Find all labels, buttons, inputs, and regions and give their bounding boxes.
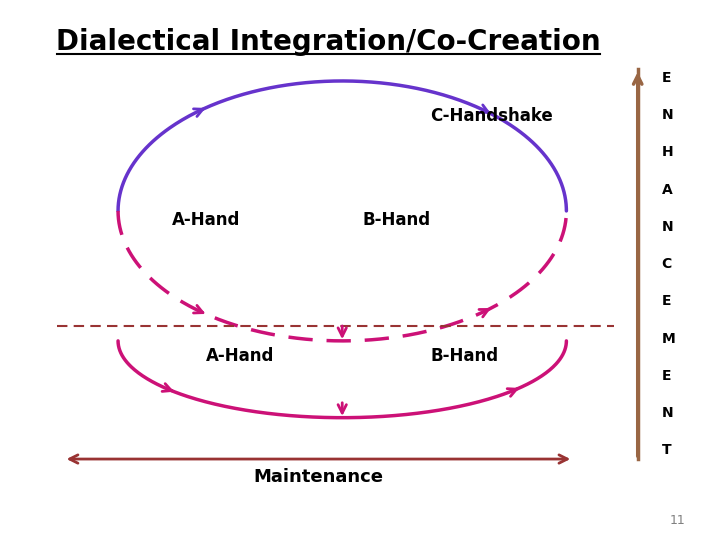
Text: B-Hand: B-Hand <box>431 347 498 364</box>
Text: T: T <box>662 443 671 457</box>
Text: E: E <box>662 71 671 85</box>
Text: E: E <box>662 294 671 308</box>
Text: A: A <box>662 183 672 197</box>
Text: C-Handshake: C-Handshake <box>431 107 553 125</box>
Text: Maintenance: Maintenance <box>253 468 384 486</box>
Text: A-Hand: A-Hand <box>172 211 240 229</box>
Text: N: N <box>662 220 673 234</box>
Text: A-Hand: A-Hand <box>206 347 274 364</box>
Text: B-Hand: B-Hand <box>362 211 431 229</box>
Text: C: C <box>662 257 672 271</box>
Text: 11: 11 <box>670 514 685 527</box>
Text: N: N <box>662 406 673 420</box>
Text: H: H <box>662 145 673 159</box>
Text: M: M <box>662 332 675 346</box>
Text: E: E <box>662 369 671 383</box>
Text: N: N <box>662 108 673 122</box>
Text: Dialectical Integration/Co-Creation: Dialectical Integration/Co-Creation <box>56 28 601 56</box>
